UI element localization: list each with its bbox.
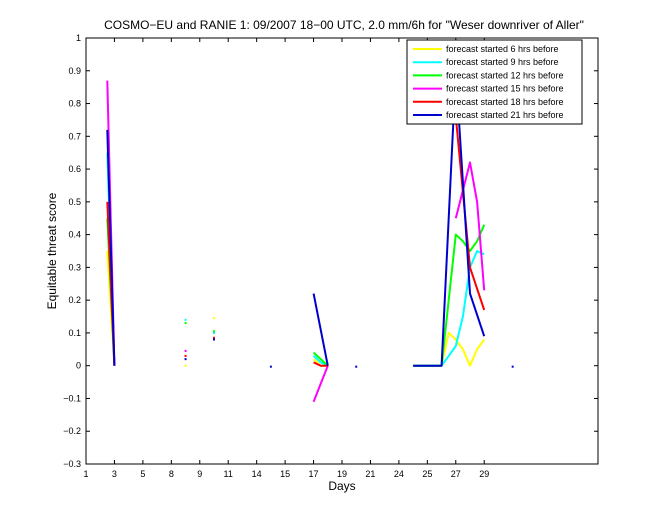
x-tick-label: 24 <box>394 469 404 479</box>
x-tick-label: 15 <box>280 469 290 479</box>
series-line <box>312 351 329 367</box>
series-line <box>413 69 486 367</box>
chart-title: COSMO−EU and RANIE 1: 09/2007 18−00 UTC,… <box>104 18 584 32</box>
legend-entry: forecast started 9 hrs before <box>446 57 559 67</box>
y-tick-label: 0.1 <box>68 328 81 338</box>
data-point <box>184 364 187 367</box>
x-axis-label: Days <box>328 479 355 493</box>
series-layer <box>106 69 514 403</box>
y-tick-label: −0.3 <box>63 459 81 469</box>
y-tick-label: 0.5 <box>68 197 81 207</box>
x-tick-label: 1 <box>83 469 88 479</box>
data-point <box>184 354 187 357</box>
y-axis-label: Equitable threat score <box>45 192 59 309</box>
data-point <box>213 331 215 334</box>
data-point <box>511 365 514 368</box>
series-line <box>106 129 116 366</box>
x-tick-label: 27 <box>451 469 461 479</box>
data-point <box>184 322 187 325</box>
y-axis: −0.3 −0.2 −0.1 0 0.1 0.2 0.3 0.4 0.5 0.6 0.7 0.8 0.9… <box>63 33 598 469</box>
y-tick-label: 0.9 <box>68 66 81 76</box>
x-tick-label: 29 <box>479 469 489 479</box>
y-tick-label: 0.6 <box>68 164 81 174</box>
y-tick-label: 0.4 <box>68 230 81 240</box>
legend-entry: forecast started 15 hrs before <box>446 84 564 94</box>
data-point <box>213 336 215 339</box>
data-point <box>213 317 215 320</box>
x-tick-label: 8 <box>169 469 174 479</box>
legend-entry: forecast started 12 hrs before <box>446 70 564 80</box>
data-point <box>355 365 358 368</box>
y-tick-label: 0.3 <box>68 262 81 272</box>
series-line <box>312 293 329 366</box>
x-tick-label: 9 <box>197 469 202 479</box>
x-tick-label: 5 <box>140 469 145 479</box>
legend-items: forecast started 6 hrs before forecast st… <box>413 44 564 120</box>
legend-box <box>406 39 583 125</box>
legend-entry: forecast started 21 hrs before <box>446 110 564 120</box>
y-tick-label: −0.2 <box>63 426 81 436</box>
x-tick-label: 21 <box>365 469 375 479</box>
x-tick-label: 19 <box>337 469 347 479</box>
x-tick-label: 25 <box>422 469 432 479</box>
data-point <box>213 330 215 333</box>
data-point <box>184 349 187 352</box>
y-tick-label: 0.7 <box>68 131 81 141</box>
y-tick-label: −0.1 <box>63 393 81 403</box>
series-5 <box>106 69 514 368</box>
legend: forecast started 6 hrs before forecast st… <box>406 39 583 125</box>
series-line <box>312 365 329 403</box>
legend-entry: forecast started 6 hrs before <box>446 44 559 54</box>
x-tick-label: 17 <box>309 469 319 479</box>
y-tick-label: 0.2 <box>68 295 81 305</box>
x-tick-label: 3 <box>112 469 117 479</box>
series-line <box>454 116 486 311</box>
data-point <box>213 338 215 341</box>
y-tick-label: 1 <box>76 33 81 43</box>
y-tick-label: 0 <box>76 361 81 371</box>
series-line <box>313 361 328 367</box>
y-tick-label: 0.8 <box>68 99 81 109</box>
data-point <box>184 358 187 361</box>
x-tick-label: 11 <box>224 469 233 479</box>
legend-entry: forecast started 18 hrs before <box>446 97 564 107</box>
data-point <box>269 365 272 368</box>
x-tick-label: 14 <box>252 469 262 479</box>
data-point <box>184 318 187 321</box>
